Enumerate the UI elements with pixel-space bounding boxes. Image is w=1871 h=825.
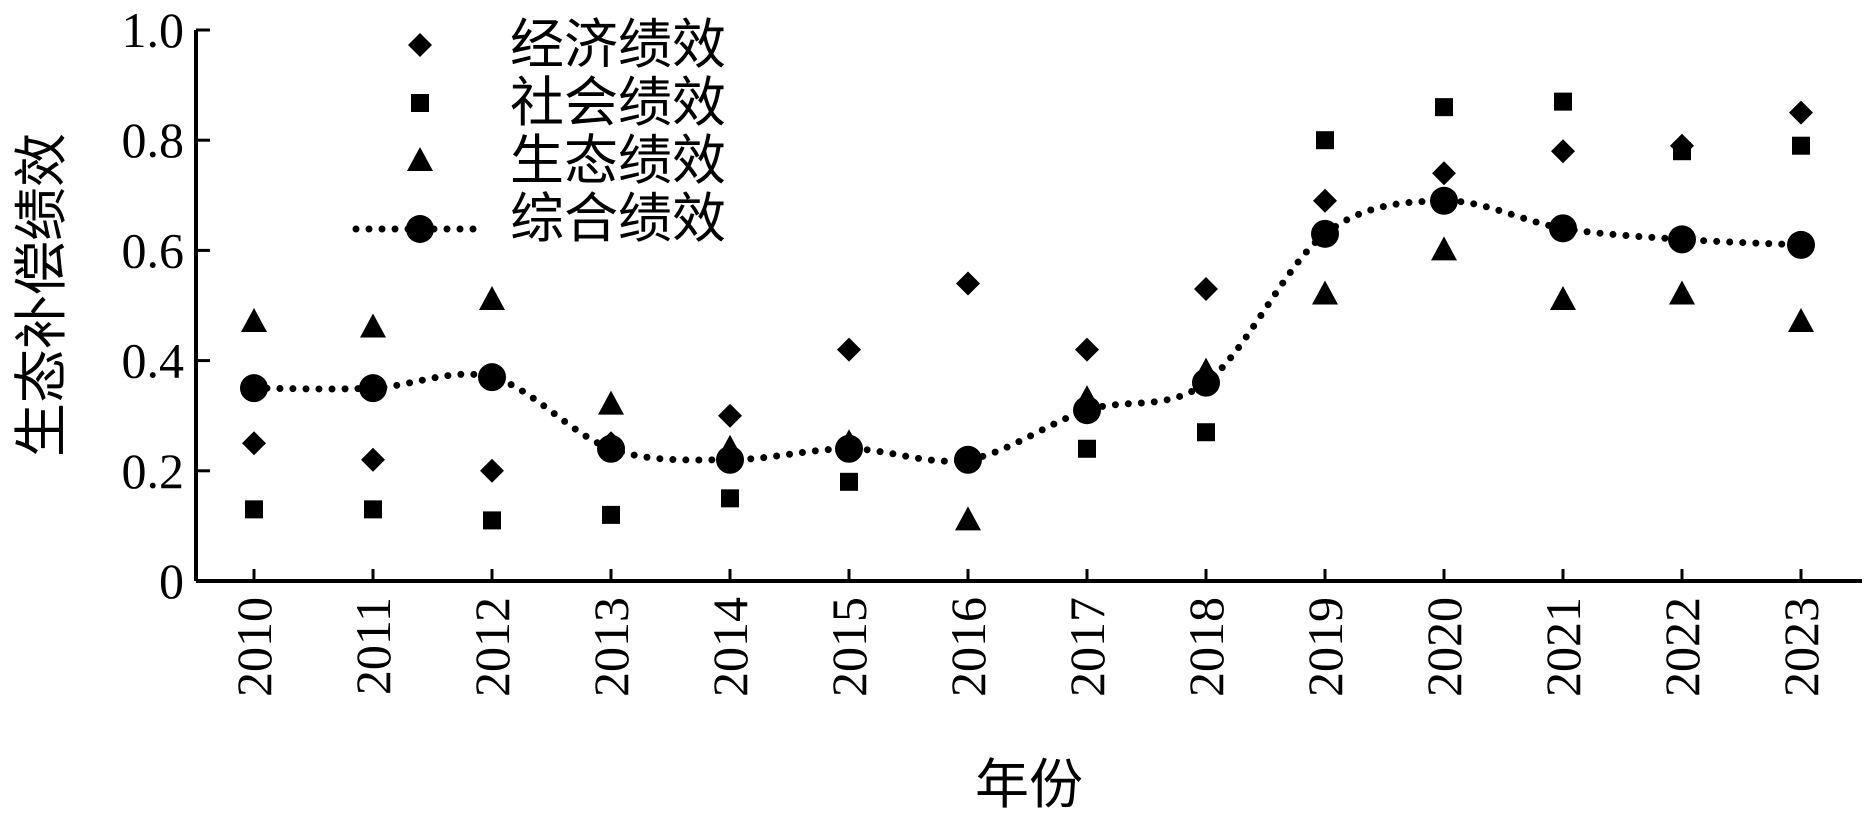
data-point-triangle — [479, 285, 505, 310]
legend-marker-diamond — [408, 33, 432, 57]
x-tick-label: 2022 — [1654, 597, 1710, 697]
data-point-square — [602, 505, 620, 524]
x-tick-label: 2018 — [1178, 597, 1234, 697]
data-point-diamond — [1194, 276, 1218, 301]
data-point-circle — [597, 434, 625, 463]
x-tick-label: 2016 — [940, 597, 996, 697]
data-point-triangle — [1669, 280, 1695, 305]
data-point-circle — [1549, 214, 1577, 243]
series-line — [250, 197, 1805, 465]
legend-item: 社会绩效 — [411, 73, 726, 133]
legend-label: 综合绩效 — [510, 189, 726, 249]
legend-label: 经济绩效 — [510, 15, 726, 75]
data-point-square — [1197, 423, 1215, 442]
data-point-triangle — [955, 506, 981, 531]
legend-item: 综合绩效 — [352, 189, 726, 249]
x-tick-label: 2021 — [1535, 597, 1591, 697]
data-point-diamond — [1551, 139, 1575, 164]
data-point-square — [1792, 136, 1810, 155]
data-point-triangle — [1431, 236, 1457, 261]
data-point-square — [840, 472, 858, 491]
data-point-circle — [1073, 396, 1101, 425]
data-point-diamond — [1313, 188, 1337, 213]
data-point-diamond — [837, 337, 861, 362]
data-point-square — [721, 489, 739, 508]
data-point-diamond — [1432, 161, 1456, 186]
legend-marker-circle — [406, 215, 434, 243]
data-point-circle — [1430, 186, 1458, 215]
data-point-square — [1078, 439, 1096, 458]
data-point-circle — [240, 374, 268, 403]
data-point-square — [483, 511, 501, 530]
data-point-diamond — [480, 458, 504, 483]
x-tick-label: 2017 — [1059, 597, 1115, 697]
data-point-triangle — [1550, 285, 1576, 310]
series-triangle — [241, 236, 1814, 531]
x-tick-label: 2023 — [1773, 597, 1829, 697]
data-point-circle — [478, 363, 506, 392]
data-point-square — [245, 500, 263, 519]
y-tick-label: 0.4 — [122, 333, 185, 389]
data-point-circle — [954, 445, 982, 474]
x-tick-label: 2019 — [1297, 597, 1353, 697]
data-point-square — [1673, 142, 1691, 161]
legend-marker-square — [411, 94, 429, 112]
legend-marker-triangle — [407, 147, 433, 171]
data-point-circle — [1311, 219, 1339, 248]
data-point-diamond — [361, 447, 385, 472]
x-tick-label: 2012 — [464, 597, 520, 697]
legend-item: 经济绩效 — [408, 15, 726, 75]
x-tick-label: 2013 — [583, 597, 639, 697]
legend-label: 生态绩效 — [510, 131, 726, 191]
y-tick-label: 0.8 — [122, 112, 185, 168]
series-circle — [240, 186, 1815, 474]
y-tick-label: 0.6 — [122, 222, 185, 278]
data-point-circle — [835, 434, 863, 463]
data-point-circle — [359, 374, 387, 403]
legend-item: 生态绩效 — [407, 131, 726, 191]
data-point-circle — [1787, 230, 1815, 259]
x-axis-label: 年份 — [975, 755, 1083, 815]
data-point-square — [1435, 98, 1453, 117]
y-tick-label: 0.2 — [122, 443, 185, 499]
data-point-square — [1554, 92, 1572, 111]
y-axis-ticks: 0 0.2 0.4 0.6 0.8 1.0 — [122, 2, 210, 609]
x-tick-label: 2015 — [821, 597, 877, 697]
x-tick-label: 2011 — [345, 597, 401, 695]
series-diamond — [242, 100, 1813, 483]
series-square — [245, 92, 1810, 530]
data-point-diamond — [1075, 337, 1099, 362]
data-point-diamond — [242, 431, 266, 456]
data-point-diamond — [718, 403, 742, 428]
x-tick-label: 2020 — [1416, 597, 1472, 697]
legend-label: 社会绩效 — [510, 73, 726, 133]
x-tick-label: 2010 — [226, 597, 282, 697]
data-point-diamond — [956, 271, 980, 296]
x-axis-ticks: 2010 2011 2012 2013 2014 2015 2016 2017 2018 2019… — [226, 569, 1829, 697]
data-point-triangle — [360, 313, 386, 338]
data-point-triangle — [598, 390, 624, 415]
data-point-triangle — [241, 308, 267, 333]
data-point-diamond — [1789, 100, 1813, 125]
y-axis-label: 生态补偿绩效 — [12, 133, 72, 457]
chart-plot-area — [240, 92, 1815, 531]
data-point-square — [364, 500, 382, 519]
data-point-circle — [716, 445, 744, 474]
y-tick-label: 0 — [159, 553, 184, 609]
data-point-circle — [1668, 225, 1696, 254]
y-tick-label: 1.0 — [122, 2, 185, 58]
data-point-triangle — [1312, 280, 1338, 305]
data-point-triangle — [1788, 308, 1814, 333]
x-tick-label: 2014 — [702, 597, 758, 697]
data-point-square — [1316, 131, 1334, 150]
data-point-circle — [1192, 368, 1220, 397]
